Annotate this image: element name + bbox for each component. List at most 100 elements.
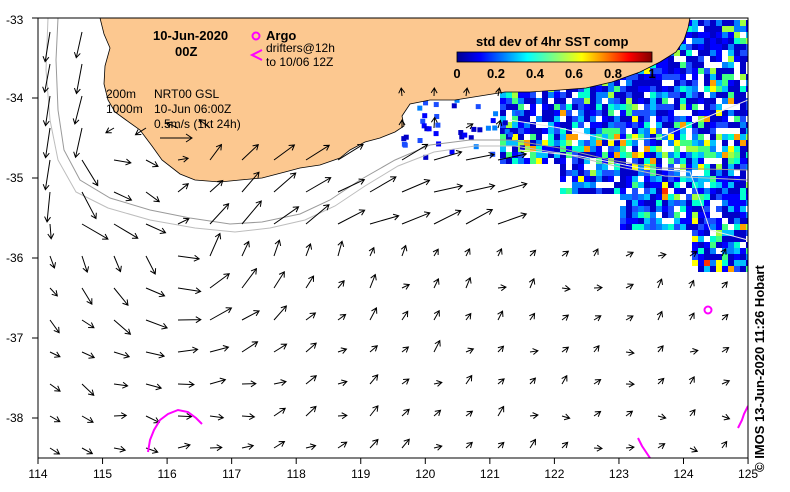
sst-cell: [650, 92, 656, 98]
sst-cell: [692, 164, 698, 170]
date-label: 10-Jun-2020: [153, 28, 228, 43]
sst-cell: [746, 20, 748, 26]
current-arrow: [721, 281, 728, 289]
sst-cell: [686, 98, 692, 104]
sst-cell: [734, 122, 740, 128]
sst-cell: [668, 74, 674, 80]
current-arrow: [145, 319, 169, 330]
sst-cell: [506, 152, 512, 158]
sst-cell: [542, 92, 548, 98]
sst-cell: [512, 92, 518, 98]
sst-cell: [548, 104, 554, 110]
sst-cell: [704, 188, 710, 194]
sst-cell: [650, 158, 656, 164]
sst-cell: [626, 98, 632, 104]
x-tick-label: 116: [158, 467, 177, 481]
sst-cell: [536, 128, 542, 134]
current-arrow: [721, 347, 730, 354]
sst-cell: [638, 128, 644, 134]
sst-cell: [632, 152, 638, 158]
current-arrow: [177, 316, 202, 324]
scale-arrow: [160, 133, 193, 143]
current-arrow: [497, 181, 528, 193]
sst-cell: [638, 218, 644, 224]
sst-cell: [578, 122, 584, 128]
sst-cell: [459, 134, 465, 140]
sst-cell: [423, 100, 429, 106]
sst-cell: [722, 164, 728, 170]
sst-cell: [620, 218, 626, 224]
sst-cell: [716, 254, 722, 260]
sst-cell: [740, 200, 746, 206]
sst-cell: [590, 86, 596, 92]
current-arrow: [657, 345, 664, 353]
sst-cell: [734, 218, 740, 224]
sst-cell: [734, 152, 740, 158]
sst-cell: [668, 62, 674, 68]
sst-cell: [548, 92, 554, 98]
current-arrow: [368, 246, 375, 257]
sst-cell: [674, 182, 680, 188]
sst-cell: [518, 104, 524, 110]
drifter-legend-icon: [249, 49, 263, 61]
sst-cell: [746, 128, 748, 134]
sst-cell: [728, 74, 734, 80]
sst-cell: [692, 248, 698, 254]
sst-cell: [656, 122, 662, 128]
sst-cell: [686, 212, 692, 218]
sst-cell: [716, 194, 722, 200]
current-arrow: [241, 240, 250, 257]
sst-cell: [734, 92, 740, 98]
sst-cell: [674, 140, 680, 146]
argo-float-marker[interactable]: [703, 305, 713, 315]
current-arrow: [113, 158, 132, 166]
sst-cell: [686, 116, 692, 122]
sst-cell: [710, 92, 716, 98]
sst-cell: [650, 206, 656, 212]
x-tick-label: 123: [609, 467, 629, 481]
sst-cell: [650, 98, 656, 104]
sst-cell: [524, 158, 530, 164]
sst-cell: [614, 122, 620, 128]
sst-cell: [584, 128, 590, 134]
sst-cell: [710, 116, 716, 122]
sst-cell: [656, 116, 662, 122]
sst-cell: [656, 86, 662, 92]
sst-cell: [734, 236, 740, 242]
sst-cell: [524, 128, 530, 134]
sst-cell: [746, 98, 748, 104]
sst-cell: [692, 110, 698, 116]
sst-cell: [626, 224, 632, 230]
sst-cell: [620, 158, 626, 164]
sst-cell: [608, 152, 614, 158]
sst-cell: [644, 164, 650, 170]
sst-cell: [716, 266, 722, 272]
sst-cell: [716, 152, 722, 158]
sst-cell: [626, 80, 632, 86]
current-arrows: [42, 31, 731, 455]
sst-cell: [698, 236, 704, 242]
drifter-tracks: [147, 405, 748, 458]
current-arrow: [49, 447, 61, 455]
sst-cell: [680, 80, 686, 86]
current-arrow: [305, 144, 331, 161]
sst-cell: [746, 56, 748, 62]
sst-cell: [734, 188, 740, 194]
sst-cell: [644, 116, 650, 122]
current-arrow: [113, 412, 128, 420]
sst-cell: [590, 98, 596, 104]
y-axis: -33 -34 -35 -36 -37 -38: [6, 13, 38, 425]
sst-cell: [596, 128, 602, 134]
current-arrow: [337, 280, 345, 289]
current-arrow: [369, 307, 378, 321]
sst-cell: [590, 188, 596, 194]
sst-cell: [692, 194, 698, 200]
sst-cell: [716, 44, 722, 50]
sst-cell: [644, 86, 650, 92]
sst-cell: [530, 140, 536, 146]
sst-cell: [674, 158, 680, 164]
current-arrow: [113, 191, 133, 202]
current-arrow: [113, 351, 131, 359]
colorbar-tick-label: 0.8: [604, 66, 622, 81]
sst-cell: [518, 128, 524, 134]
